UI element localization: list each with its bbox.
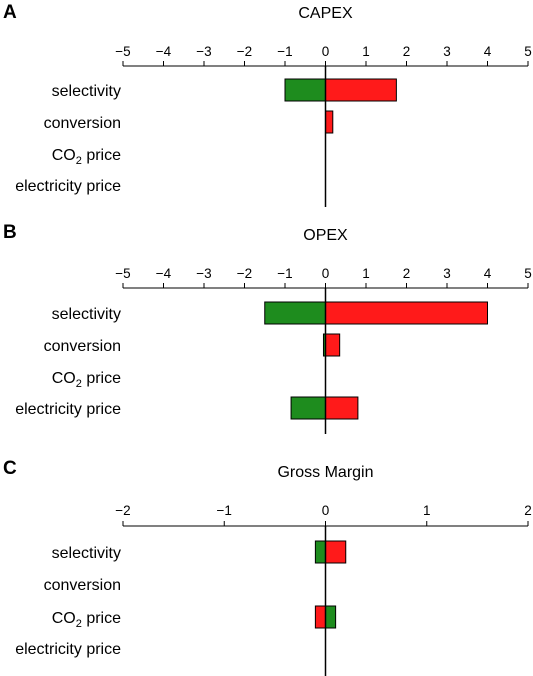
x-tick-label: −1 [277,266,292,281]
panel-letter: C [3,458,17,479]
panel-title: Gross Margin [277,464,373,481]
panel-title: OPEX [303,227,348,244]
bar-red [325,396,359,420]
bar-green [314,540,326,564]
bar-red [325,78,397,102]
x-tick-label: 0 [322,503,330,518]
panel-title: CAPEX [298,5,353,22]
x-tick-label: 0 [322,266,330,281]
x-tick-label: −3 [196,266,211,281]
x-tick-label: 2 [403,44,411,59]
x-tick-label: −1 [217,503,232,518]
x-tick-label: −5 [115,44,130,59]
bar-red [325,110,334,134]
bar-green [290,396,327,420]
panel-letter: A [3,2,17,23]
category-label: CO2 price [52,147,121,167]
bar-red [325,301,488,325]
x-tick-label: −2 [237,266,252,281]
category-label: electricity price [15,401,121,418]
x-tick-label: −3 [196,44,211,59]
x-tick-label: −4 [156,44,172,59]
bar-green [325,605,337,629]
category-label: CO2 price [52,370,121,390]
x-tick-label: −4 [156,266,172,281]
x-tick-label: 1 [362,266,370,281]
x-tick-label: 2 [403,266,411,281]
panel-a: A CAPEX −5 −4 −3 −2 −1 0 1 2 3 4 5 selectivity convers… [3,2,532,207]
category-label: electricity price [15,178,121,195]
bar-red [314,605,326,629]
x-tick-label: 1 [362,44,370,59]
x-tick-label: 4 [484,266,492,281]
category-label: selectivity [52,83,121,100]
category-label: selectivity [52,545,121,562]
x-tick-label: −2 [115,503,130,518]
x-tick-label: 1 [423,503,431,518]
category-label: conversion [44,577,121,594]
category-label: selectivity [52,306,121,323]
x-tick-label: −2 [237,44,252,59]
x-tick-label: 5 [524,44,532,59]
category-label: electricity price [15,641,121,658]
x-tick-label: 3 [443,44,451,59]
x-tick-label: 3 [443,266,451,281]
x-tick-label: 5 [524,266,532,281]
category-label: conversion [44,115,121,132]
x-tick-label: −5 [115,266,130,281]
panel-b: B OPEX −5 −4 −3 −2 −1 0 1 2 3 4 5 selectivity conversi… [3,222,532,434]
bar-green [284,78,326,102]
category-label: conversion [44,338,121,355]
x-tick-label: −1 [277,44,292,59]
panel-c: C Gross Margin −2 −1 0 1 2 selectivity conversio… [3,458,532,676]
bar-red [325,333,341,357]
x-tick-label: 2 [524,503,532,518]
bar-red [325,540,347,564]
category-label: CO2 price [52,610,121,630]
bar-green [264,301,326,325]
x-tick-label: 0 [322,44,330,59]
x-tick-label: 4 [484,44,492,59]
panel-letter: B [3,222,17,243]
